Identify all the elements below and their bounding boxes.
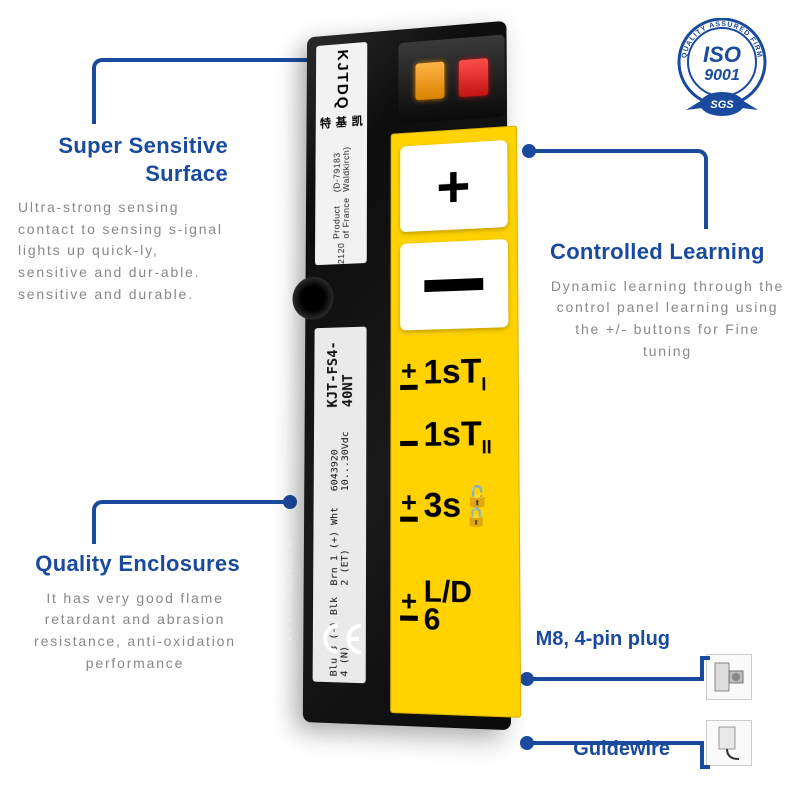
callout-enclosures: Quality Enclosures It has very good flam…: [30, 550, 240, 674]
brand-strip: KJTDQ 凯基特 (D-79183 Waldkirch) Product of…: [315, 42, 367, 265]
callout-sensitive: Super Sensitive Surface Ultra-strong sen…: [18, 132, 228, 305]
callout-body: Ultra-strong sensing contact to sensing …: [18, 197, 228, 305]
origin-line: Product of France: [331, 195, 350, 239]
brand-logo: KJTDQ: [333, 49, 350, 111]
callout-title: Quality Enclosures: [30, 550, 240, 578]
iso-badge: QUALITY ASSURED FIRM ISO 9001 SGS: [672, 18, 772, 118]
setting-sub: I: [481, 374, 486, 394]
connector-line: [532, 677, 704, 681]
callout-title: Super Sensitive Surface: [18, 132, 228, 187]
connector-line: [92, 72, 96, 124]
connector-line: [704, 163, 708, 229]
control-panel: + + 1sTI 1sTII + 3s 🔓🔒 + L/D 6: [390, 125, 521, 717]
spec-line: 6043920 10...30Vdc: [329, 411, 350, 491]
svg-text:SGS: SGS: [710, 99, 734, 111]
connector-line: [92, 514, 96, 544]
product-image: KJTDQ 凯基特 (D-79183 Waldkirch) Product of…: [284, 19, 532, 752]
connector-line: [534, 149, 694, 153]
lock-icon: 🔓🔒: [465, 487, 490, 526]
brand-cn: 凯基特: [318, 115, 366, 141]
connector-line: [532, 741, 704, 745]
setting-row: + 3s 🔓🔒: [400, 486, 514, 526]
minus-button[interactable]: [400, 239, 508, 331]
origin-line: 2120: [336, 243, 345, 265]
origin-line: (D-79183 Waldkirch): [332, 142, 351, 192]
callout-body: Dynamic learning through the control pan…: [550, 276, 785, 363]
setting-text: 1sT: [424, 415, 482, 454]
callout-learning: Controlled Learning Dynamic learning thr…: [550, 238, 785, 362]
setting-sub: II: [482, 437, 492, 457]
svg-text:ISO: ISO: [703, 42, 741, 67]
led-red-icon: [458, 58, 487, 97]
plug-icon: [706, 654, 752, 700]
callout-body: It has very good flame retardant and abr…: [30, 588, 240, 675]
setting-row: + L/D 6: [400, 578, 514, 636]
setting-row: 1sTII: [400, 414, 513, 459]
setting-text: 1sT: [423, 352, 481, 391]
model-number: KJT-FS4-40NT: [325, 333, 356, 408]
connector-line: [700, 741, 704, 767]
setting-row: + 1sTI: [400, 351, 513, 397]
setting-extra: 6: [424, 603, 441, 637]
svg-text:9001: 9001: [704, 67, 740, 84]
ce-mark-icon: [322, 621, 361, 663]
callout-plug-title: M8, 4-pin plug: [536, 628, 670, 651]
plus-button[interactable]: +: [400, 140, 508, 232]
side-label: 24 VDC CLASS 2: [282, 540, 294, 641]
spec-line: Brn 1 (+) Wht 2 (ET): [329, 496, 350, 586]
connector-line: [700, 765, 710, 769]
callout-title: Controlled Learning: [550, 238, 785, 266]
led-amber-icon: [415, 62, 444, 101]
connector-line: [106, 500, 286, 504]
setting-text: 3s: [424, 486, 462, 526]
sensor-window: [398, 34, 505, 123]
guidewire-icon: [706, 720, 752, 766]
connector-line: [700, 656, 710, 660]
